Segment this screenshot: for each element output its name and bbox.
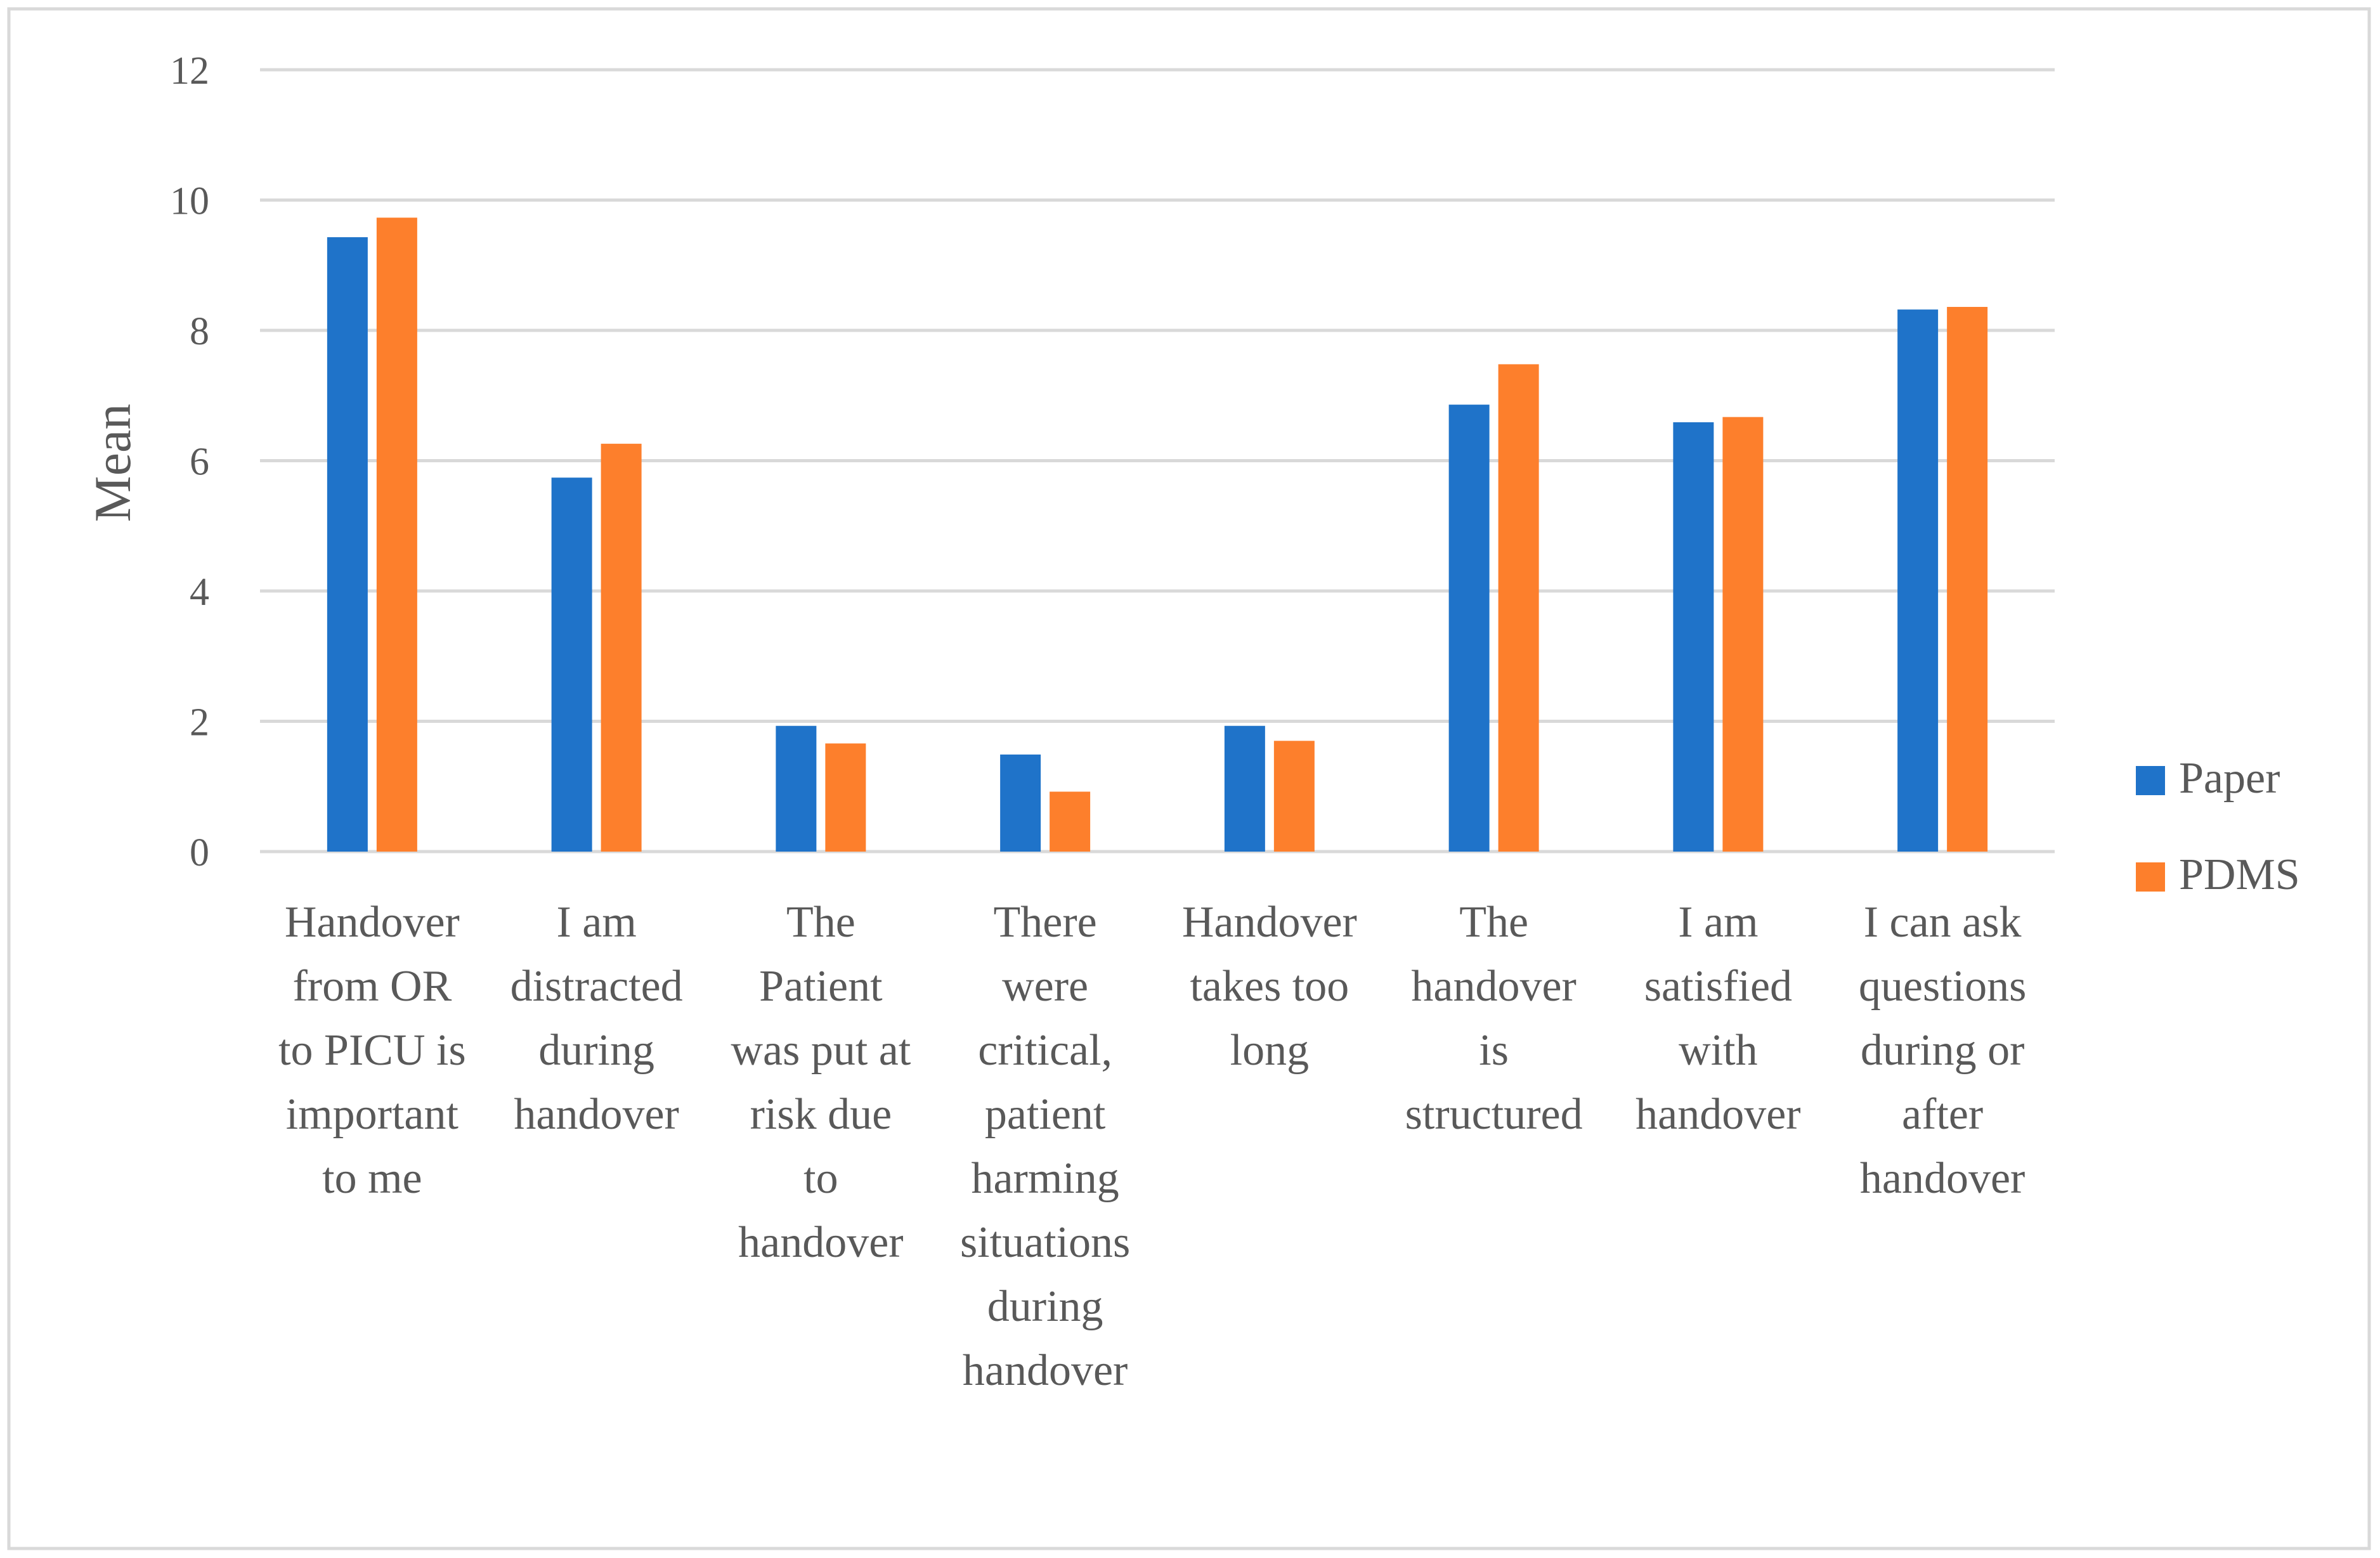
x-category-label-line: during — [987, 1282, 1103, 1331]
x-category-label-line: Handover — [1182, 898, 1357, 947]
x-category-label-line: patient — [985, 1090, 1106, 1139]
legend: Paper PDMS — [2136, 754, 2300, 899]
x-category-label-line: structured — [1405, 1090, 1583, 1139]
bar-paper-6 — [1448, 405, 1490, 852]
bar-paper-7 — [1673, 422, 1714, 852]
x-category-label-line: situations — [960, 1218, 1130, 1267]
x-category-label-line: harming — [971, 1154, 1119, 1203]
x-category-label-line: I am — [1678, 898, 1758, 947]
x-category-label-line: The — [1459, 898, 1528, 947]
x-category-label-line: Patient — [759, 962, 883, 1011]
bar-pdms-6 — [1498, 364, 1539, 852]
x-category-label-line: after — [1902, 1090, 1983, 1139]
x-category-label-line: to — [803, 1154, 838, 1203]
x-category-label-line: during — [538, 1026, 654, 1075]
x-category-label-line: from OR — [292, 962, 452, 1011]
legend-label-pdms: PDMS — [2179, 850, 2300, 899]
x-category-label: Handover from OR to PICU is important to me — [278, 898, 466, 1203]
legend-swatch-pdms — [2136, 862, 2165, 892]
y-tick-label: 0 — [190, 831, 209, 874]
x-category-label: The Patient was put at risk due to handover — [731, 898, 911, 1267]
bar-paper-1 — [327, 237, 368, 852]
x-category-label-line: was put at — [731, 1026, 911, 1075]
x-category-label-line: takes too — [1190, 962, 1349, 1011]
x-category-label-line: with — [1679, 1026, 1757, 1075]
bar-pdms-7 — [1722, 417, 1764, 852]
bar-pdms-4 — [1050, 791, 1091, 852]
x-category-label-line: handover — [514, 1090, 679, 1139]
x-category-label-line: I am — [556, 898, 636, 947]
x-category-label-line: to me — [322, 1154, 422, 1203]
legend-label-paper: Paper — [2179, 754, 2280, 803]
bar-paper-8 — [1897, 309, 1939, 852]
x-category-label-line: handover — [1411, 962, 1576, 1011]
bar-paper-3 — [776, 725, 817, 852]
bar-paper-4 — [1000, 754, 1041, 852]
bar-pdms-2 — [601, 443, 642, 852]
x-category-label: The handover is structured — [1405, 898, 1583, 1139]
x-category-label: I am satisfied with handover — [1635, 898, 1800, 1139]
bar-pdms-1 — [376, 217, 417, 852]
x-category-label-line: There — [994, 898, 1097, 947]
y-tick-label: 2 — [190, 701, 209, 744]
x-category-label-line: handover — [1635, 1090, 1800, 1139]
x-category-label-line: handover — [738, 1218, 903, 1267]
x-category-label-line: during or — [1861, 1026, 2025, 1075]
bar-paper-5 — [1224, 725, 1265, 852]
x-category-label-line: were — [1002, 962, 1088, 1011]
x-category-label-line: satisfied — [1644, 962, 1792, 1011]
y-tick-label: 10 — [170, 180, 209, 223]
x-category-label-line: questions — [1859, 962, 2026, 1011]
x-category-label-line: handover — [1860, 1154, 2025, 1203]
bars — [327, 217, 1988, 852]
y-tick-label: 4 — [190, 571, 209, 614]
x-category-labels: Handover from OR to PICU is important to me I… — [278, 898, 2026, 1395]
bar-pdms-3 — [825, 743, 866, 852]
x-category-label-line: handover — [963, 1346, 1128, 1395]
y-tick-label: 8 — [190, 310, 209, 353]
x-category-label-line: is — [1479, 1026, 1509, 1075]
x-category-label-line: The — [786, 898, 855, 947]
x-category-label: I can ask questions during or after handover — [1859, 898, 2026, 1203]
x-category-label: Handover takes too long — [1182, 898, 1357, 1075]
x-category-label-line: important — [286, 1090, 459, 1139]
x-category-label-line: Handover — [285, 898, 460, 947]
y-tick-labels: 0 2 4 6 8 10 12 — [170, 49, 209, 874]
bar-paper-2 — [551, 477, 592, 852]
x-category-label: I am distracted during handover — [510, 898, 683, 1139]
x-category-label-line: I can ask — [1864, 898, 2022, 947]
bar-pdms-8 — [1947, 307, 1988, 852]
legend-swatch-paper — [2136, 766, 2165, 795]
x-category-label: There were critical, patient harming situatio… — [960, 898, 1130, 1395]
x-category-label-line: long — [1230, 1026, 1309, 1075]
y-tick-label: 6 — [190, 441, 209, 484]
x-category-label-line: to PICU is — [278, 1026, 466, 1075]
x-category-label-line: risk due — [750, 1090, 892, 1139]
y-axis-title: Mean — [84, 404, 141, 523]
x-category-label-line: distracted — [510, 962, 683, 1011]
y-tick-label: 12 — [170, 49, 209, 93]
x-category-label-line: critical, — [978, 1026, 1112, 1075]
bar-pdms-5 — [1273, 741, 1315, 852]
